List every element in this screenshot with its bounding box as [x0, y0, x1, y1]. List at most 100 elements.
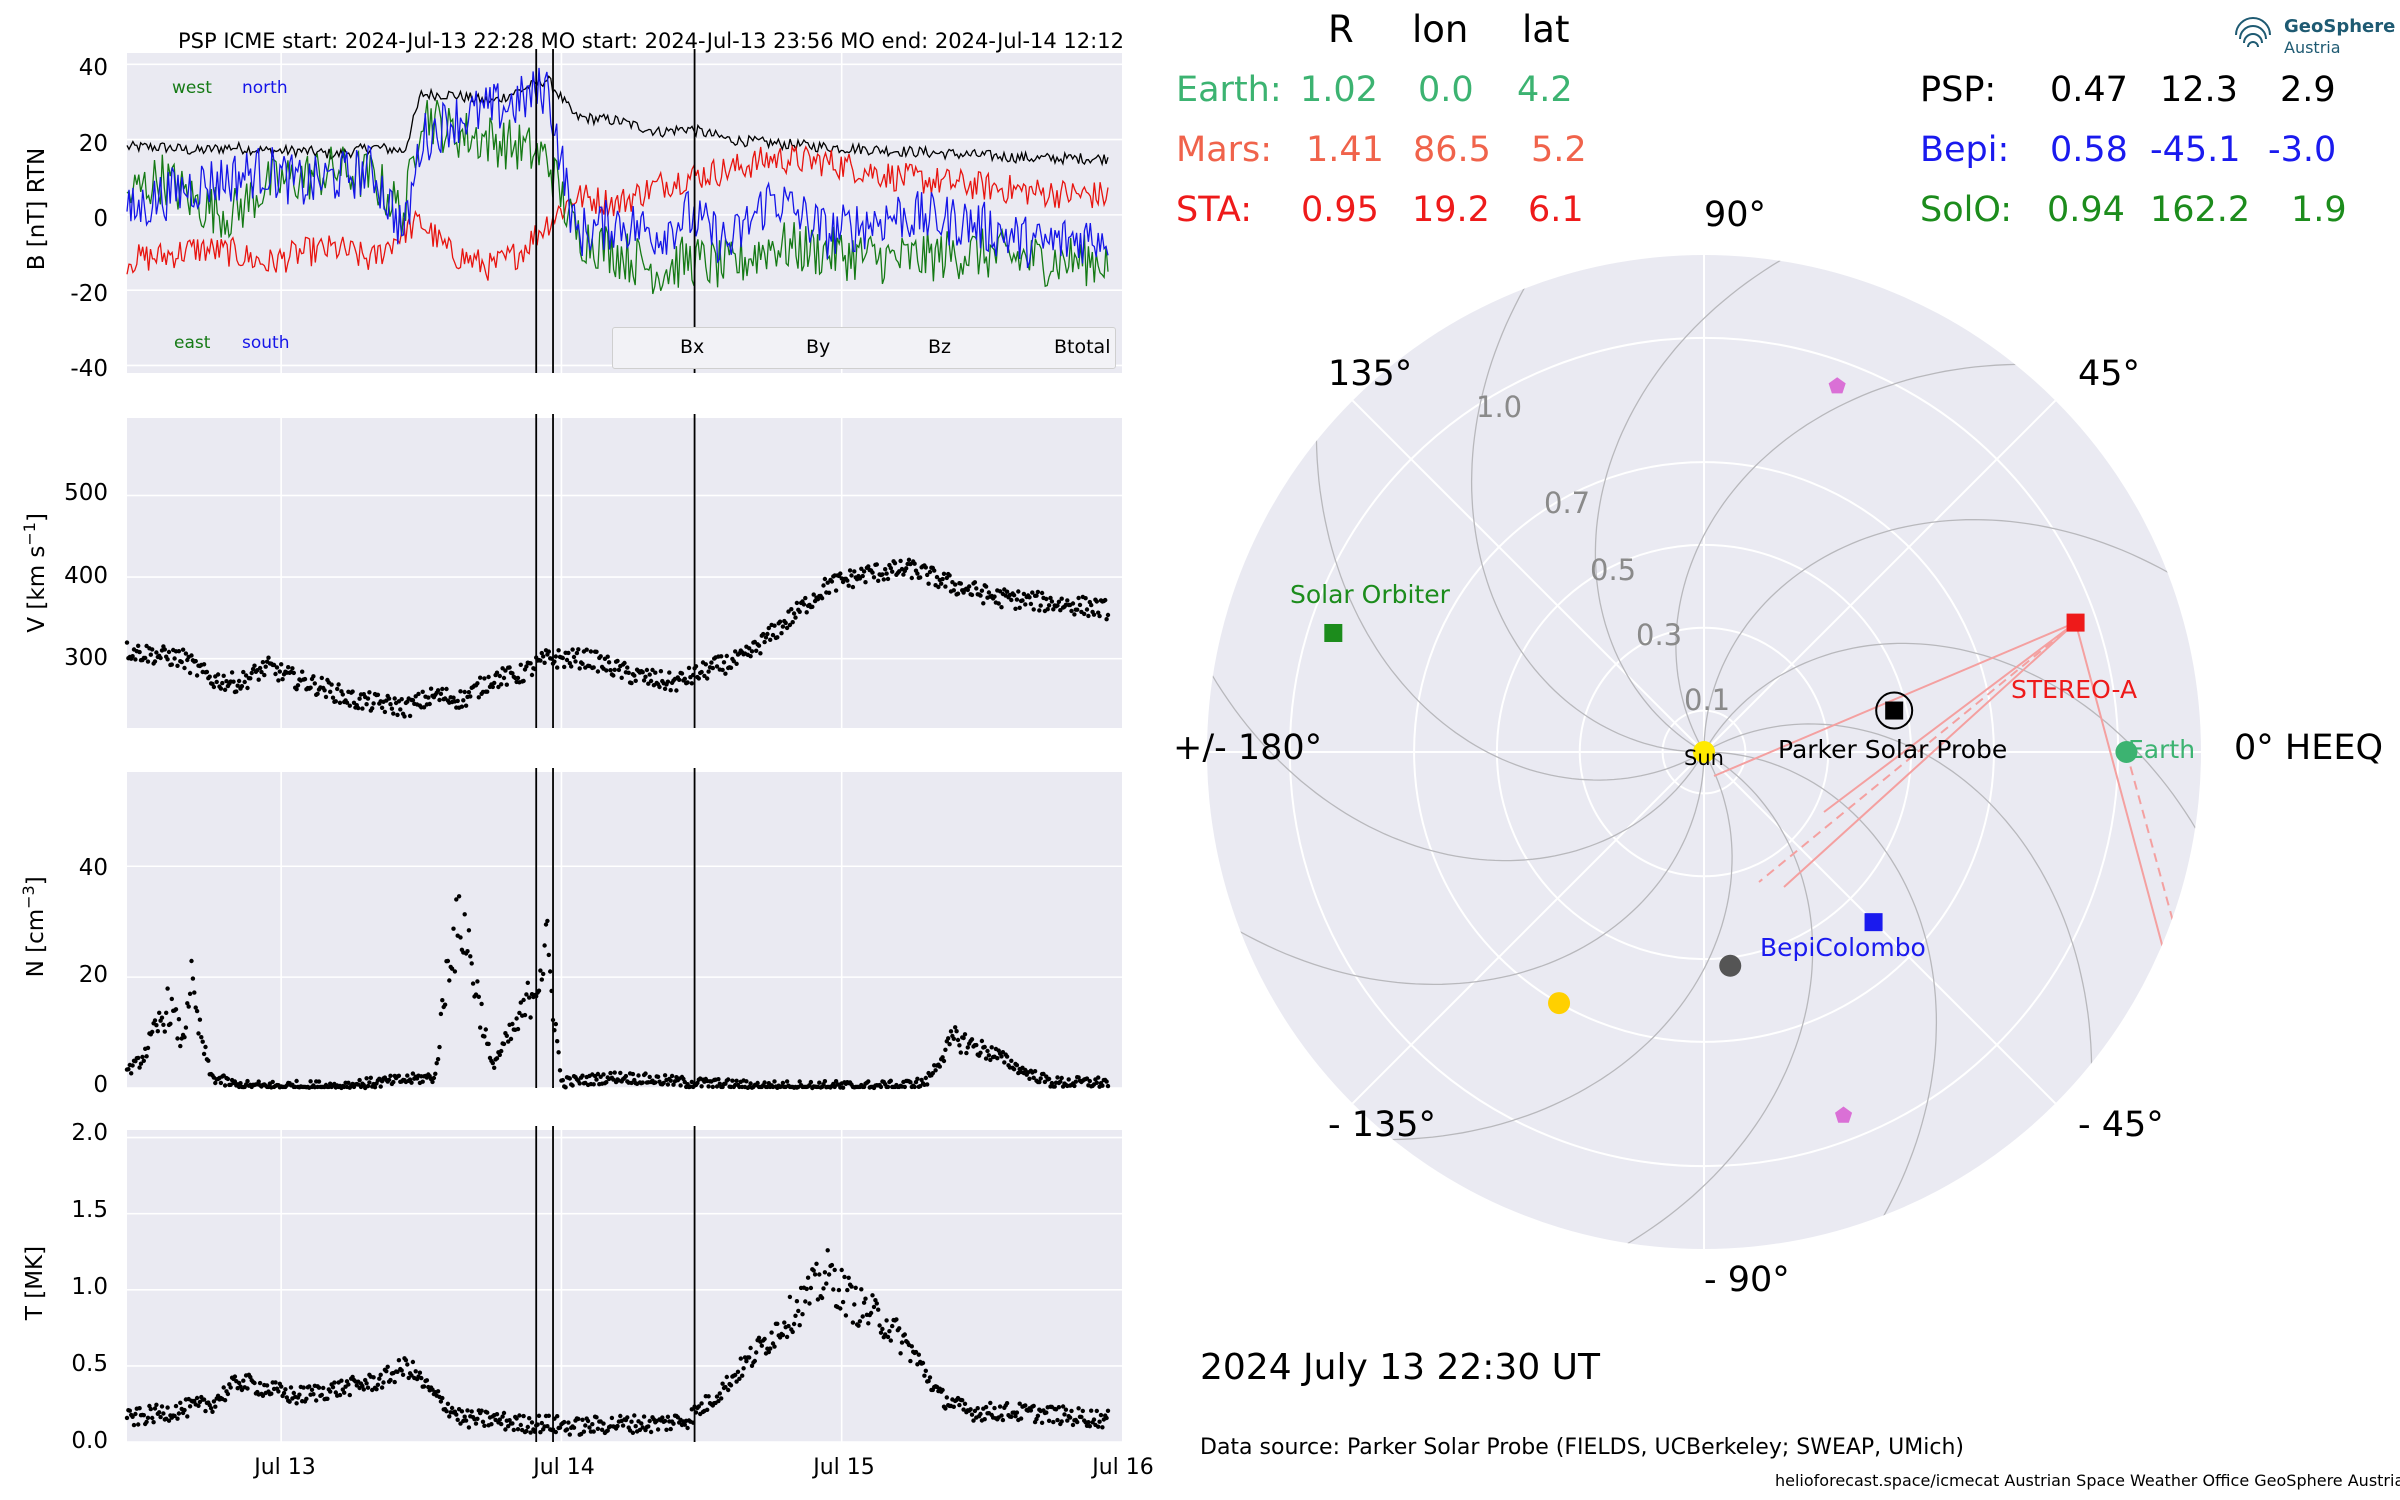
data-point	[1104, 1079, 1109, 1084]
data-point	[172, 656, 177, 661]
data-point	[775, 635, 780, 640]
data-point	[1055, 1417, 1060, 1423]
data-point	[922, 1373, 927, 1378]
data-point	[391, 711, 396, 716]
data-point	[1035, 589, 1041, 595]
data-point	[653, 670, 658, 675]
data-point	[908, 1080, 913, 1085]
data-point	[539, 1420, 544, 1426]
data-point	[417, 1370, 423, 1375]
data-point	[829, 1262, 835, 1268]
data-point	[971, 1418, 976, 1423]
ytick-b: 20	[78, 131, 108, 157]
data-point	[1021, 591, 1027, 597]
plot-area-1	[127, 418, 1122, 728]
data-point	[396, 1358, 402, 1363]
data-point	[696, 1404, 701, 1409]
data-point	[424, 1378, 430, 1383]
data-point	[569, 664, 574, 669]
marker-parker-solar-probe	[1885, 701, 1904, 720]
ytick-t: 0.0	[71, 1428, 108, 1454]
data-point	[664, 1427, 669, 1433]
data-point	[962, 1032, 968, 1037]
data-point	[556, 648, 561, 653]
data-point	[238, 1081, 243, 1086]
data-point	[985, 1048, 990, 1054]
data-point	[605, 654, 610, 659]
data-point	[665, 679, 671, 684]
data-point	[629, 1419, 634, 1424]
data-point	[555, 1414, 560, 1419]
data-point	[461, 698, 466, 703]
data-point	[490, 684, 495, 690]
data-point	[941, 1058, 947, 1064]
radial-label: 0.5	[1590, 553, 1637, 587]
data-point	[660, 1415, 665, 1420]
data-point	[601, 1072, 606, 1077]
parker-spiral	[1594, 255, 1839, 753]
data-point	[1091, 1417, 1097, 1422]
data-point	[1034, 1416, 1039, 1422]
data-point	[1055, 603, 1060, 608]
data-point	[279, 1384, 284, 1389]
data-point	[947, 1042, 952, 1047]
data-point	[555, 665, 560, 670]
data-point	[744, 1359, 749, 1364]
data-point	[689, 1407, 694, 1412]
data-point	[570, 1083, 575, 1088]
data-point	[215, 672, 221, 677]
data-point	[979, 588, 985, 593]
data-point	[480, 1419, 486, 1425]
data-point	[194, 1395, 200, 1401]
data-point	[1066, 1077, 1071, 1082]
data-point	[208, 1406, 214, 1411]
data-point	[840, 1085, 846, 1090]
data-point	[733, 1372, 738, 1378]
data-point	[388, 1377, 393, 1383]
data-point	[822, 576, 828, 582]
data-point	[758, 651, 763, 656]
parker-spirals	[1207, 255, 2201, 1249]
data-point	[902, 1332, 907, 1337]
data-point	[440, 1395, 445, 1401]
data-point	[222, 1083, 228, 1088]
data-point	[284, 1395, 289, 1400]
data-point	[623, 1073, 629, 1079]
data-point	[585, 1418, 591, 1424]
data-point	[260, 1393, 266, 1399]
data-point	[463, 1418, 469, 1423]
data-point	[876, 1307, 881, 1312]
data-point	[925, 1082, 930, 1087]
data-point	[772, 1079, 777, 1084]
data-point	[819, 1295, 825, 1301]
data-point	[951, 1404, 956, 1410]
data-point	[1023, 602, 1028, 607]
data-point	[145, 659, 151, 664]
data-point	[831, 1287, 836, 1292]
data-point	[542, 943, 547, 948]
data-point	[574, 650, 580, 656]
data-point	[937, 1064, 942, 1069]
solo-lon: 162.2	[2150, 190, 2251, 230]
data-point	[361, 1387, 366, 1392]
data-point	[518, 1000, 523, 1005]
sta-name: STA:	[1176, 190, 1252, 230]
angular-gridline	[1351, 751, 1705, 1105]
data-point	[723, 1384, 728, 1390]
data-point	[618, 1413, 623, 1419]
data-point	[601, 1421, 606, 1426]
data-point	[256, 1079, 261, 1084]
data-point	[410, 1359, 416, 1365]
data-point	[1028, 1408, 1034, 1413]
data-point	[1049, 1080, 1055, 1086]
data-point	[726, 1077, 731, 1082]
logo-line2: Austria	[2284, 38, 2341, 57]
marker-bepicolombo	[1864, 913, 1883, 932]
data-point	[1075, 607, 1080, 612]
data-point	[438, 1399, 444, 1404]
parker-spiral	[1703, 723, 2093, 1130]
data-point	[395, 712, 400, 718]
data-point	[679, 671, 685, 676]
data-point	[1014, 1410, 1020, 1415]
angle-label-0: 0° HEEQ	[2234, 728, 2383, 768]
